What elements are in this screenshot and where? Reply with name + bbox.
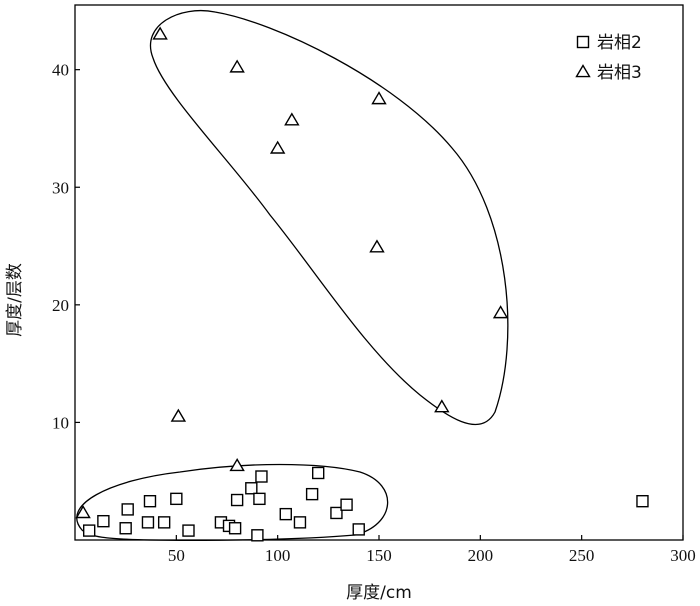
point-square-15: [251, 529, 264, 542]
point-square-9: [182, 524, 195, 537]
point-square-18: [279, 507, 292, 521]
point-triangle-10: [434, 399, 450, 413]
point-triangle-4: [229, 458, 245, 472]
y-tick-label-40: 40: [52, 61, 69, 80]
cluster-enclosures: [76, 10, 509, 541]
y-tick-label-30: 30: [52, 178, 69, 197]
legend-label-1: 岩相2: [597, 33, 642, 53]
series-1: [82, 466, 649, 542]
point-square-17: [255, 470, 268, 483]
point-triangle-6: [269, 140, 286, 154]
point-square-19: [293, 516, 307, 529]
point-triangle-5: [229, 59, 245, 73]
point-square-24: [352, 523, 365, 536]
point-triangle-9: [371, 91, 387, 105]
y-tick-label-10: 10: [52, 413, 69, 432]
cluster-enclosure-岩相3: [150, 10, 509, 425]
point-triangle-2: [152, 26, 168, 40]
axis-ticks: 50 100 150 200 250 300 10 20 30 40: [52, 61, 696, 565]
legend-label-2: 岩相3: [597, 63, 642, 83]
series-2: [75, 26, 509, 519]
legend-marker-2: [575, 64, 591, 78]
point-square-14: [245, 482, 258, 495]
x-tick-label-300: 300: [670, 546, 696, 565]
point-triangle-8: [369, 239, 385, 253]
point-square-22: [330, 506, 343, 520]
x-axis-label: 厚度/cm: [346, 583, 412, 603]
x-tick-label-150: 150: [366, 546, 392, 565]
point-square-20: [305, 487, 319, 501]
point-square-1: [82, 524, 96, 537]
point-square-3: [119, 522, 132, 535]
point-square-23: [340, 498, 353, 511]
legend-marker-1: [576, 35, 590, 49]
point-square-12: [228, 522, 242, 535]
point-square-2: [97, 514, 110, 528]
point-square-6: [143, 494, 157, 508]
point-triangle-11: [492, 305, 509, 319]
point-square-16: [253, 492, 266, 506]
cluster-enclosure-岩相2: [76, 463, 389, 541]
y-tick-label-20: 20: [52, 296, 69, 315]
data-markers: [75, 26, 649, 542]
y-axis-label: 厚度/层数: [5, 263, 25, 337]
legend: 岩相2 岩相3: [575, 33, 642, 83]
point-square-21: [312, 466, 325, 480]
x-tick-label-100: 100: [265, 546, 291, 565]
x-tick-label-50: 50: [168, 546, 185, 565]
point-square-5: [141, 516, 155, 529]
point-triangle-3: [170, 408, 187, 422]
point-triangle-1: [75, 505, 91, 519]
point-square-4: [121, 503, 134, 516]
point-square-7: [157, 516, 171, 529]
point-triangle-7: [284, 112, 300, 126]
point-square-8: [170, 492, 183, 506]
point-square-25: [636, 494, 649, 508]
x-tick-label-200: 200: [468, 546, 494, 565]
x-tick-label-250: 250: [569, 546, 595, 565]
point-square-13: [230, 493, 244, 507]
